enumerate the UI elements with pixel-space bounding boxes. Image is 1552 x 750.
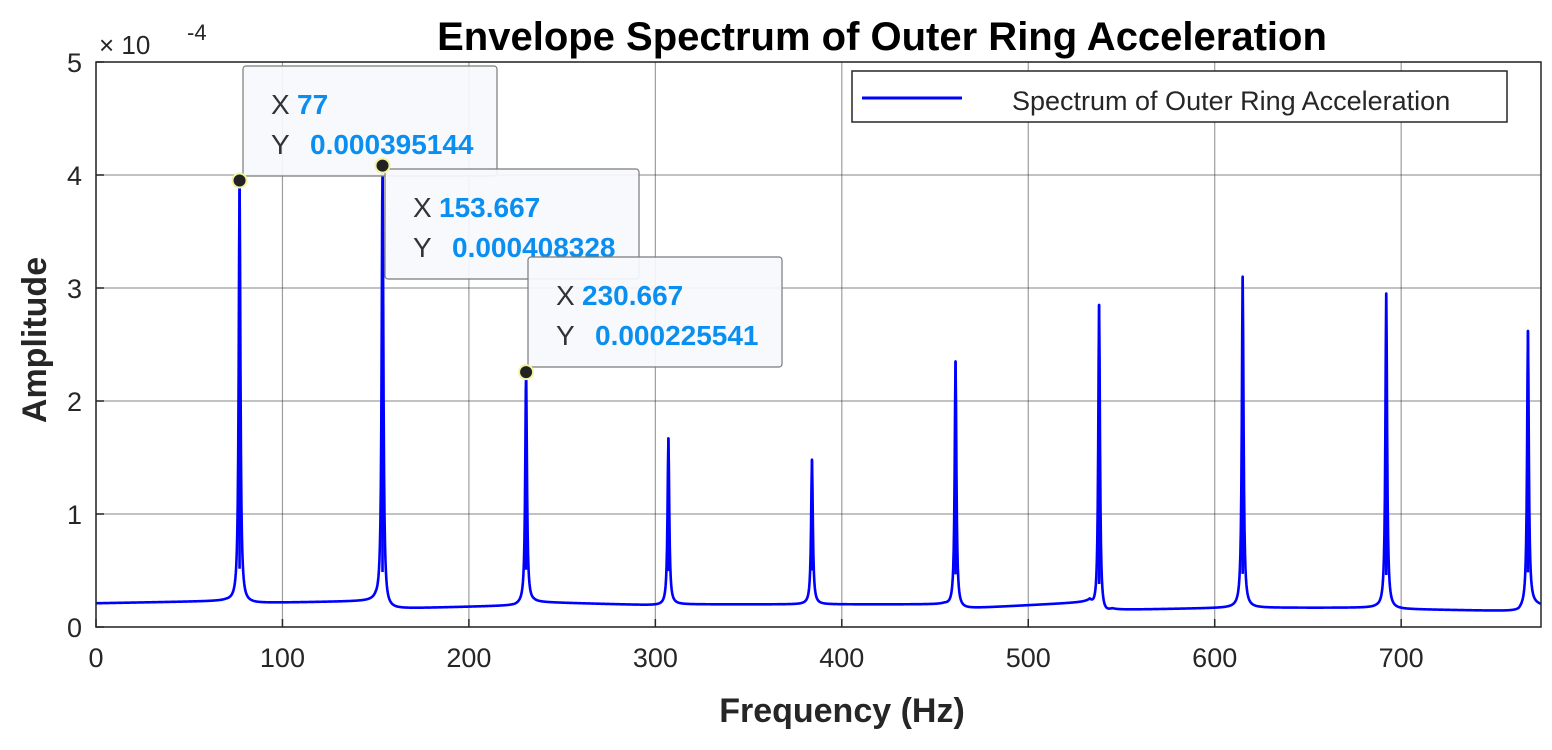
y-tick-label: 1 — [67, 500, 82, 530]
datatip-y-value: 0.000395144 — [310, 129, 474, 160]
datatip-box — [527, 256, 783, 368]
x-tick-label: 300 — [633, 643, 678, 673]
datatip-y-label: Y — [413, 232, 432, 263]
datatip-box — [384, 168, 640, 280]
y-tick-label: 4 — [67, 161, 82, 191]
series-line — [95, 174, 1542, 612]
x-tick-label: 600 — [1192, 643, 1237, 673]
datatip-x-label: X — [556, 280, 575, 311]
datatip-marker[interactable] — [374, 157, 391, 174]
x-axis-label: Frequency (Hz) — [719, 692, 965, 730]
x-tick-label: 0 — [88, 643, 103, 673]
datatip-y-label: Y — [556, 320, 575, 351]
datatip-x-value: 230.667 — [582, 280, 683, 311]
x-tick-label: 700 — [1379, 643, 1424, 673]
x-axis-ticks: 0 100 200 300 400 500 600 700 — [88, 619, 1424, 673]
y-tick-label: 5 — [67, 48, 82, 78]
plot-frame — [95, 61, 1542, 628]
series-layer — [95, 165, 1542, 612]
y-tick-label: 0 — [67, 613, 82, 643]
datatip-x-label: X — [271, 89, 290, 120]
datatip[interactable]: X 77Y 0.000395144 — [231, 65, 498, 189]
exponent-label: × 10 — [99, 30, 150, 60]
x-tick-label: 200 — [446, 643, 491, 673]
datatip-x-value: 77 — [297, 89, 328, 120]
y-axis-label: Amplitude — [16, 257, 54, 423]
y-tick-label: 3 — [67, 274, 82, 304]
y-tick-label: 2 — [67, 387, 82, 417]
datatip-marker[interactable] — [518, 364, 535, 381]
datatip-y-value: 0.000225541 — [595, 320, 759, 351]
exponent-power: -4 — [187, 20, 207, 45]
x-tick-label: 500 — [1006, 643, 1051, 673]
x-tick-label: 100 — [260, 643, 305, 673]
legend[interactable]: Spectrum of Outer Ring Acceleration — [851, 70, 1508, 123]
legend-entry-label: Spectrum of Outer Ring Acceleration — [1012, 86, 1450, 116]
x-tick-label: 400 — [819, 643, 864, 673]
chart-title: Envelope Spectrum of Outer Ring Accelera… — [437, 15, 1327, 59]
y-axis-ticks: 0 1 2 3 4 5 — [67, 48, 104, 643]
datatip-x-label: X — [413, 192, 432, 223]
datatip-y-label: Y — [271, 129, 290, 160]
datatip-x-value: 153.667 — [439, 192, 540, 223]
datatip-box — [242, 65, 498, 177]
datatip-marker[interactable] — [231, 172, 248, 189]
